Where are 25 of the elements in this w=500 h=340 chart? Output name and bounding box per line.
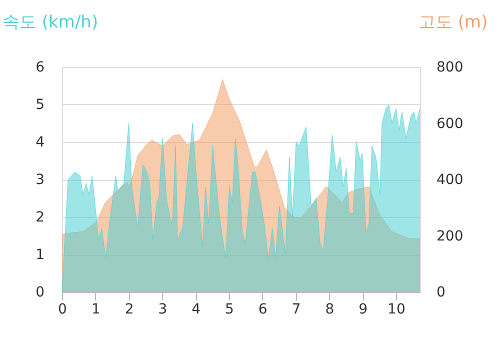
y-axis-title: 속도 (km/h) bbox=[2, 12, 98, 32]
x-tick-label: 2 bbox=[124, 302, 134, 318]
x-tick-label: 6 bbox=[258, 302, 268, 318]
x-tick-label: 0 bbox=[58, 302, 67, 318]
x-tick-label: 1 bbox=[91, 302, 100, 318]
y2-tick-label: 0 bbox=[436, 284, 446, 300]
y-tick-label: 6 bbox=[36, 60, 45, 76]
x-tick-label: 10 bbox=[388, 302, 406, 318]
y-tick-label: 2 bbox=[36, 210, 44, 226]
y-tick-label: 1 bbox=[36, 247, 44, 263]
y-tick-label: 5 bbox=[36, 97, 44, 113]
y-tick-label: 3 bbox=[36, 172, 44, 188]
x-tick-label: 3 bbox=[158, 302, 168, 318]
y2-tick-label: 800 bbox=[436, 60, 464, 76]
y2-axis-title: 고도 (m) bbox=[418, 12, 488, 32]
x-tick-label: 9 bbox=[358, 302, 368, 318]
y2-tick-label: 200 bbox=[436, 228, 464, 244]
y-tick-label: 4 bbox=[36, 134, 45, 150]
x-tick-label: 4 bbox=[192, 302, 201, 318]
x-tick-label: 7 bbox=[292, 302, 301, 318]
x-tick-label: 5 bbox=[225, 302, 234, 318]
y2-tick-label: 400 bbox=[436, 172, 464, 188]
x-tick-label: 8 bbox=[325, 302, 334, 318]
y-tick-label: 0 bbox=[36, 284, 44, 300]
y2-tick-label: 600 bbox=[436, 116, 464, 132]
